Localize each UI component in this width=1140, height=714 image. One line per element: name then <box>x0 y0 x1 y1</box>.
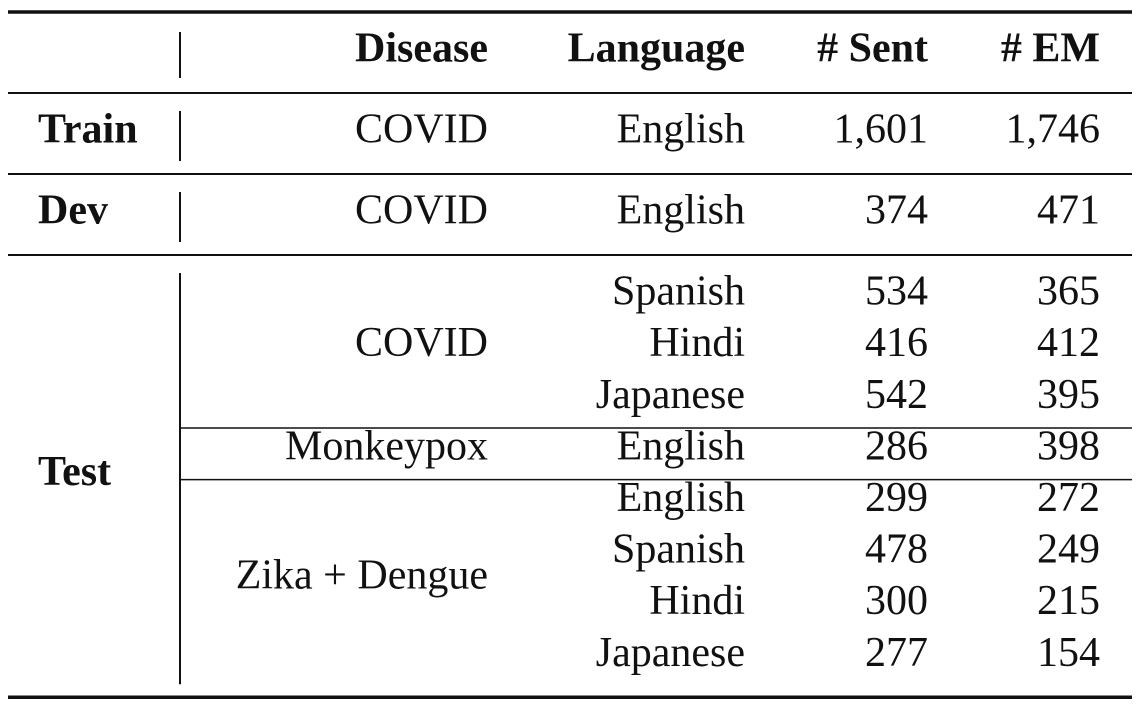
header-cell: Language <box>568 26 745 72</box>
language-cell: Japanese <box>596 372 745 418</box>
split-cell: Test <box>38 449 111 495</box>
language-cell: Hindi <box>649 320 745 366</box>
header-cell: # EM <box>1001 26 1100 72</box>
em-cell: 1,746 <box>1006 107 1101 153</box>
sent-cell: 300 <box>865 578 928 624</box>
em-cell: 249 <box>1037 527 1100 573</box>
sent-cell: 374 <box>865 188 928 234</box>
em-cell: 395 <box>1037 372 1100 418</box>
em-cell: 398 <box>1037 423 1100 469</box>
language-cell: Hindi <box>649 578 745 624</box>
header-cell: Disease <box>355 26 488 72</box>
em-cell: 215 <box>1037 578 1100 624</box>
em-cell: 365 <box>1037 269 1100 315</box>
disease-cell: Monkeypox <box>285 423 488 469</box>
split-cell: Train <box>38 107 138 153</box>
sent-cell: 1,601 <box>834 107 929 153</box>
sent-cell: 534 <box>865 269 928 315</box>
disease-cell: Zika + Dengue <box>236 552 488 598</box>
disease-cell: COVID <box>355 107 488 153</box>
sent-cell: 299 <box>865 475 928 521</box>
sent-cell: 542 <box>865 372 928 418</box>
language-cell: English <box>617 107 745 153</box>
disease-cell: COVID <box>355 320 488 366</box>
language-cell: English <box>617 188 745 234</box>
sent-cell: 416 <box>865 320 928 366</box>
language-cell: English <box>617 475 745 521</box>
em-cell: 272 <box>1037 475 1100 521</box>
language-cell: Japanese <box>596 630 745 676</box>
split-cell: Dev <box>38 188 108 234</box>
language-cell: Spanish <box>612 527 745 573</box>
disease-cell: COVID <box>355 188 488 234</box>
header-cell: # Sent <box>817 26 928 72</box>
em-cell: 154 <box>1037 630 1100 676</box>
sent-cell: 286 <box>865 423 928 469</box>
language-cell: English <box>617 423 745 469</box>
sent-cell: 478 <box>865 527 928 573</box>
language-cell: Spanish <box>612 269 745 315</box>
em-cell: 412 <box>1037 320 1100 366</box>
sent-cell: 277 <box>865 630 928 676</box>
em-cell: 471 <box>1037 188 1100 234</box>
